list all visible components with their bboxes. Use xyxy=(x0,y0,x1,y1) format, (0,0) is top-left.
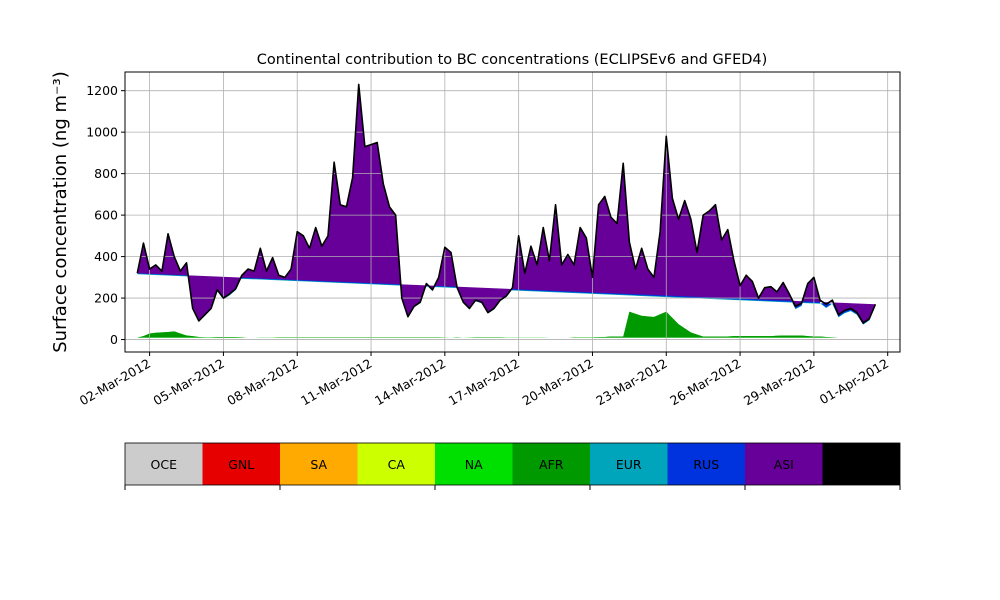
y-tick-label: 200 xyxy=(94,291,118,306)
legend-label-aus: AUS xyxy=(848,457,874,472)
y-tick-label: 0 xyxy=(110,332,118,347)
y-tick-label: 1200 xyxy=(86,83,118,98)
legend-label-oce: OCE xyxy=(151,457,178,472)
legend-swatch-ca xyxy=(357,443,435,485)
y-axis-label: Surface concentration (ng m⁻³) xyxy=(50,71,71,353)
y-tick-label: 600 xyxy=(94,208,118,223)
legend-colorbar: OCE GNL SA CA NA AFR EUR RUS ASI AUS xyxy=(124,442,901,490)
series-line-total xyxy=(136,83,877,324)
legend-label-gnl: GNL xyxy=(228,457,254,472)
legend-swatch-rus xyxy=(667,443,745,485)
y-tick-label: 800 xyxy=(94,166,118,181)
legend-label-sa: SA xyxy=(310,457,327,472)
chart-title: Continental contribution to BC concentra… xyxy=(257,52,768,68)
legend-swatch-afr xyxy=(512,443,590,485)
legend-swatch-gnl xyxy=(202,443,280,485)
y-tick-label: 1000 xyxy=(86,125,118,140)
area-asi xyxy=(137,84,876,323)
legend-swatch-sa xyxy=(280,443,358,485)
axes-frame xyxy=(124,71,901,353)
legend-swatch-na xyxy=(435,443,513,485)
y-axis: 0 200 400 600 800 1000 1200 xyxy=(86,83,125,347)
legend-label-ca: CA xyxy=(388,457,406,472)
legend-swatch-oce xyxy=(125,443,203,485)
total-outline xyxy=(136,83,877,324)
stacked-areas xyxy=(137,84,876,338)
colorbar-frame xyxy=(124,442,901,486)
y-tick-label: 400 xyxy=(94,249,118,264)
legend-label-rus: RUS xyxy=(693,457,719,472)
legend-swatch-asi xyxy=(745,443,823,485)
legend-label-eur: EUR xyxy=(616,457,642,472)
legend-label-asi: ASI xyxy=(774,457,794,472)
legend-swatch-aus xyxy=(822,443,900,485)
legend-label-na: NA xyxy=(465,457,483,472)
grid-lines xyxy=(125,72,900,352)
legend-label-afr: AFR xyxy=(539,457,564,472)
legend-swatch-eur xyxy=(590,443,668,485)
